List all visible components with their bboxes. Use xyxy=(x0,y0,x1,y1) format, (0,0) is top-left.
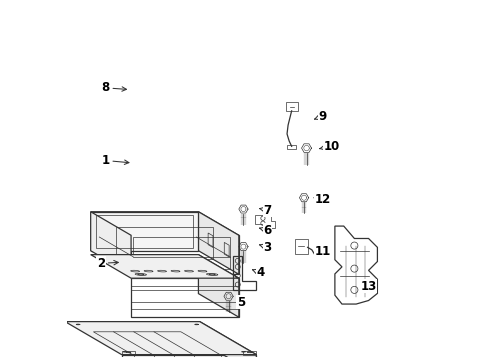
Polygon shape xyxy=(90,212,131,274)
Text: 2: 2 xyxy=(97,257,118,270)
Polygon shape xyxy=(122,355,256,360)
Polygon shape xyxy=(65,321,256,355)
Text: 9: 9 xyxy=(314,110,326,123)
Text: 8: 8 xyxy=(101,81,126,94)
Text: 3: 3 xyxy=(259,241,271,254)
Text: 5: 5 xyxy=(236,296,244,309)
Text: 13: 13 xyxy=(360,280,376,293)
Text: 10: 10 xyxy=(319,140,339,153)
Polygon shape xyxy=(131,235,238,274)
Text: 7: 7 xyxy=(259,204,271,217)
Polygon shape xyxy=(131,278,238,317)
Polygon shape xyxy=(90,212,198,251)
Polygon shape xyxy=(200,321,256,360)
Text: 4: 4 xyxy=(252,266,264,279)
Text: 1: 1 xyxy=(102,154,129,167)
Text: 6: 6 xyxy=(259,224,271,237)
Text: 12: 12 xyxy=(313,193,330,206)
Polygon shape xyxy=(90,212,238,235)
Polygon shape xyxy=(90,255,238,278)
Polygon shape xyxy=(198,212,238,274)
Polygon shape xyxy=(198,255,238,317)
Text: 11: 11 xyxy=(314,245,330,258)
